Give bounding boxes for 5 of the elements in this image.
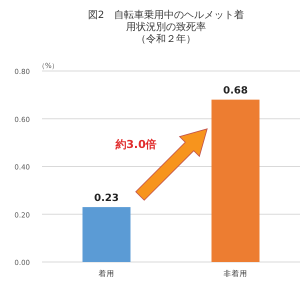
chart-title: 図2 自転車乗用中のヘルメット着用状況別の致死率 — [86, 10, 246, 34]
chart-subtitle: （令和２年） — [135, 34, 197, 46]
data-label: 0.23 — [94, 193, 119, 204]
data-label: 0.68 — [223, 86, 248, 97]
annotation: 約3.0倍 — [114, 138, 157, 151]
